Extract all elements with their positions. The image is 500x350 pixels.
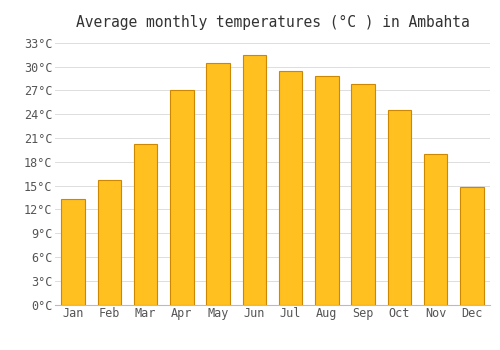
- Bar: [460, 187, 483, 304]
- Bar: [98, 180, 121, 304]
- Bar: [170, 90, 194, 304]
- Bar: [206, 63, 230, 304]
- Bar: [388, 110, 411, 304]
- Bar: [315, 76, 338, 304]
- Bar: [134, 144, 158, 304]
- Bar: [279, 71, 302, 304]
- Bar: [242, 55, 266, 304]
- Title: Average monthly temperatures (°C ) in Ambahta: Average monthly temperatures (°C ) in Am…: [76, 15, 469, 30]
- Bar: [424, 154, 448, 304]
- Bar: [352, 84, 375, 304]
- Bar: [62, 199, 85, 304]
